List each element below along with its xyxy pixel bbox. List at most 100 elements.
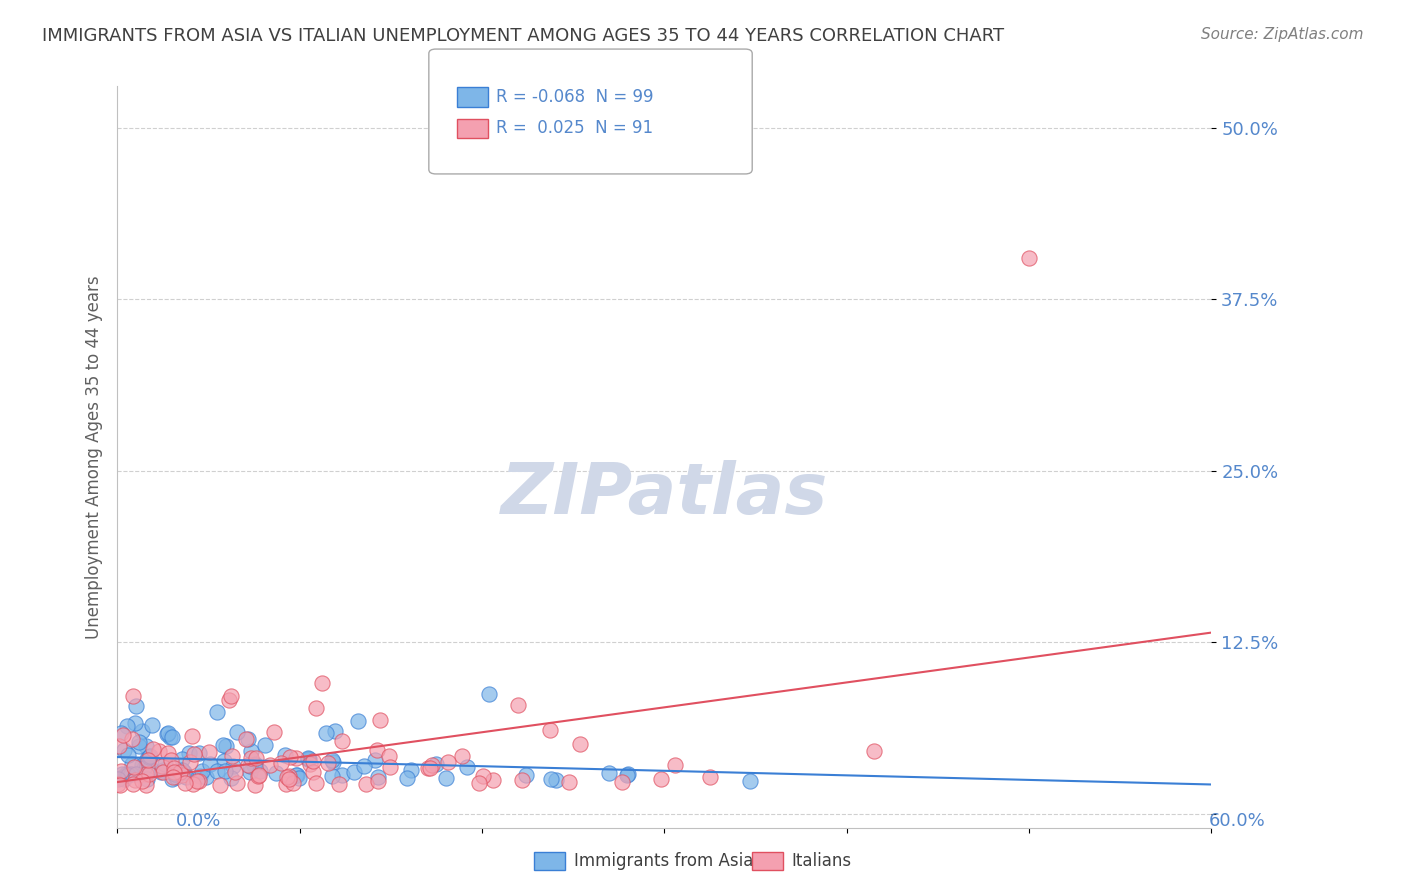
Point	[221, 758, 243, 772]
Point	[274, 777, 297, 791]
Point	[135, 778, 157, 792]
Point	[420, 758, 443, 772]
Point	[214, 754, 236, 768]
Point	[863, 744, 886, 758]
Point	[419, 761, 441, 775]
Point	[152, 764, 174, 779]
Point	[148, 743, 170, 757]
Point	[131, 774, 153, 789]
Point	[163, 767, 186, 781]
Y-axis label: Unemployment Among Ages 35 to 44 years: Unemployment Among Ages 35 to 44 years	[86, 275, 103, 639]
Point	[221, 748, 243, 763]
Point	[162, 770, 184, 784]
Point	[188, 774, 211, 789]
Point	[142, 742, 165, 756]
Point	[211, 738, 233, 752]
Point	[179, 756, 201, 770]
Point	[236, 732, 259, 747]
Point	[160, 753, 183, 767]
Point	[122, 689, 145, 703]
Point	[135, 767, 157, 781]
Point	[200, 757, 222, 772]
Point	[301, 764, 323, 779]
Text: Immigrants from Asia: Immigrants from Asia	[574, 852, 754, 870]
Point	[173, 764, 195, 779]
Point	[221, 690, 243, 704]
Point	[278, 772, 301, 786]
Text: ZIPatlas: ZIPatlas	[501, 459, 828, 528]
Point	[110, 771, 132, 785]
Point	[160, 730, 183, 744]
Point	[468, 776, 491, 790]
Point	[122, 777, 145, 791]
Point	[274, 748, 297, 763]
Point	[198, 745, 221, 759]
Point	[163, 766, 186, 780]
Point	[131, 723, 153, 738]
Point	[650, 772, 672, 787]
Point	[515, 768, 537, 782]
Point	[239, 750, 262, 764]
Point	[128, 735, 150, 749]
Point	[177, 746, 200, 760]
Point	[107, 772, 129, 786]
Point	[107, 777, 129, 791]
Point	[347, 714, 370, 729]
Point	[170, 768, 193, 782]
Point	[299, 756, 322, 771]
Point	[156, 747, 179, 761]
Point	[315, 726, 337, 740]
Point	[121, 731, 143, 746]
Point	[112, 743, 135, 757]
Point	[125, 767, 148, 781]
Point	[131, 758, 153, 772]
Point	[270, 756, 292, 771]
Point	[546, 773, 568, 788]
Point	[425, 757, 447, 772]
Point	[598, 765, 620, 780]
Point	[478, 686, 501, 700]
Point	[239, 759, 262, 773]
Point	[115, 719, 138, 733]
Point	[321, 769, 343, 783]
Point	[378, 749, 401, 764]
Point	[218, 693, 240, 707]
Point	[243, 778, 266, 792]
Point	[112, 728, 135, 742]
Point	[187, 746, 209, 760]
Point	[328, 777, 350, 791]
Point	[169, 764, 191, 779]
Point	[224, 765, 246, 780]
Point	[416, 761, 439, 775]
Point	[195, 771, 218, 785]
Text: R =  0.025  N = 91: R = 0.025 N = 91	[496, 120, 654, 137]
Point	[249, 764, 271, 779]
Point	[121, 757, 143, 772]
Point	[245, 757, 267, 772]
Point	[124, 772, 146, 787]
Point	[188, 768, 211, 782]
Point	[138, 767, 160, 781]
Point	[396, 771, 419, 785]
Point	[221, 771, 243, 785]
Point	[247, 768, 270, 782]
Point	[354, 777, 377, 791]
Text: Italians: Italians	[792, 852, 852, 870]
Point	[247, 769, 270, 783]
Point	[160, 772, 183, 786]
Point	[297, 751, 319, 765]
Point	[450, 748, 472, 763]
Point	[134, 762, 156, 776]
Point	[263, 725, 285, 739]
Point	[367, 770, 389, 784]
Point	[117, 768, 139, 782]
Point	[366, 743, 388, 757]
Point	[434, 771, 457, 785]
Point	[170, 763, 193, 777]
Point	[128, 739, 150, 753]
Point	[226, 725, 249, 739]
Point	[510, 772, 533, 787]
Point	[138, 749, 160, 764]
Point	[285, 768, 308, 782]
Point	[159, 764, 181, 779]
